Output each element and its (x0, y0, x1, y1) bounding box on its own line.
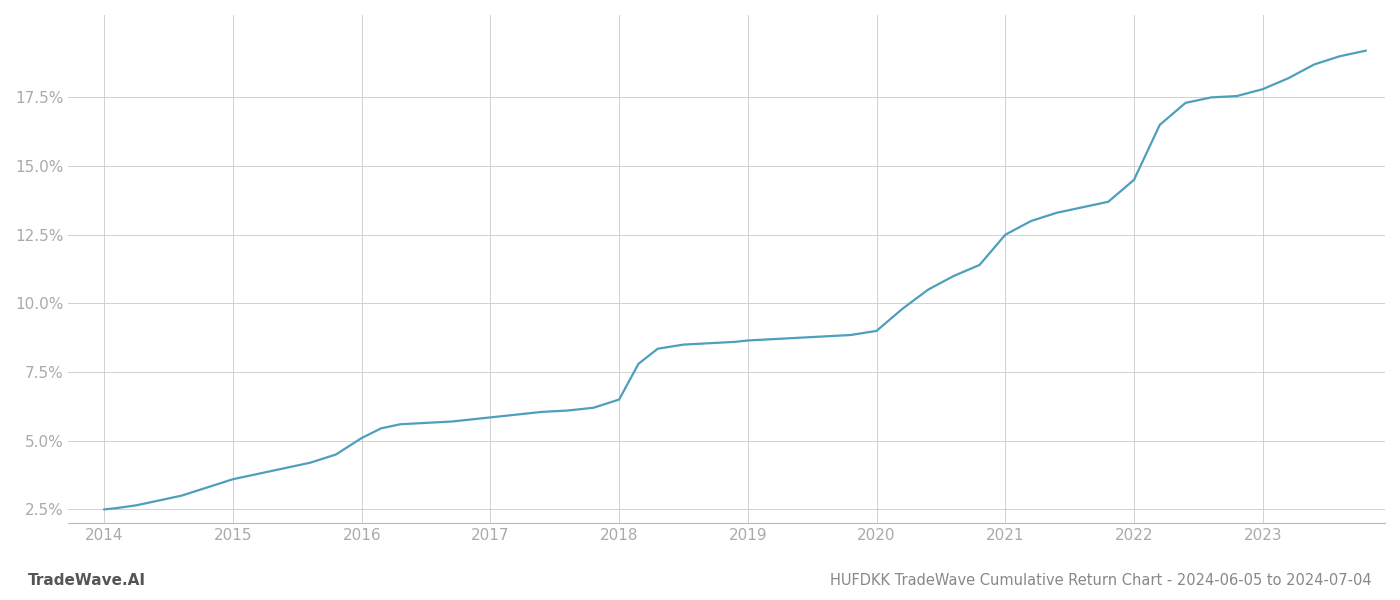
Text: TradeWave.AI: TradeWave.AI (28, 573, 146, 588)
Text: HUFDKK TradeWave Cumulative Return Chart - 2024-06-05 to 2024-07-04: HUFDKK TradeWave Cumulative Return Chart… (830, 573, 1372, 588)
